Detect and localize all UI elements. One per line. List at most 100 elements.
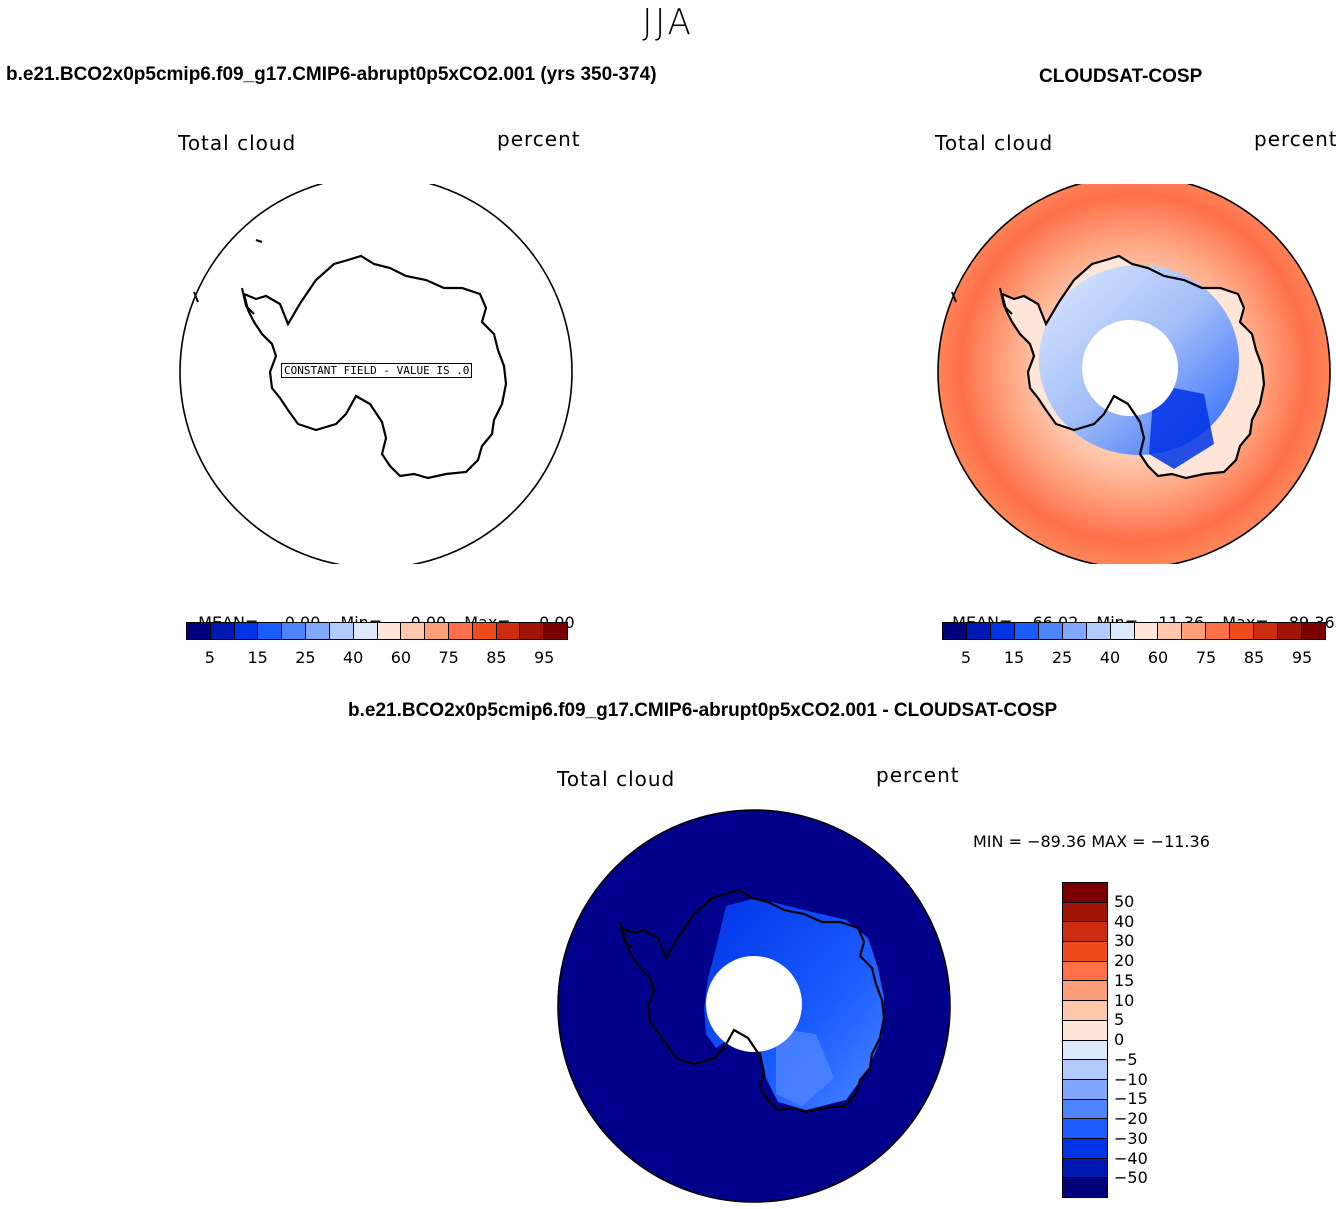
diff-units-label: percent (876, 763, 960, 787)
left-colorbar-swatch-5 (306, 623, 330, 639)
right-colorbar-tick-label: 75 (1195, 648, 1217, 667)
right-colorbar-tick-label: 15 (1003, 648, 1025, 667)
right-colorbar-ticks: 5 15 25 40 60 75 85 95 (942, 648, 1326, 670)
diff-colorbar-tick-label: −20 (1114, 1109, 1148, 1128)
right-variable-label: Total cloud (935, 131, 1054, 155)
diff-colorbar-swatch-1 (1063, 902, 1107, 923)
diff-colorbar-swatch-6 (1063, 1001, 1107, 1021)
left-colorbar-swatch-3 (258, 623, 283, 639)
right-case-title: CLOUDSAT-COSP (1039, 66, 1203, 87)
left-colorbar-tick-label: 85 (486, 648, 507, 667)
right-colorbar-swatch-1 (966, 623, 991, 639)
diff-colorbar-swatch-10 (1063, 1079, 1107, 1100)
left-colorbar-swatch-7 (353, 623, 378, 639)
left-colorbar-tick-label: 40 (342, 648, 364, 667)
right-colorbar-swatch-10 (1182, 623, 1207, 639)
left-colorbar-swatch-15 (544, 623, 567, 639)
diff-colorbar-tick-label: 50 (1114, 891, 1135, 911)
left-colorbar-swatch-12 (472, 623, 497, 639)
diff-colorbar-ticks: 50 40 30 20 15 10 5 0 −5 −10 −15 −20 −30 −40 −50 (1114, 882, 1174, 1198)
diff-colorbar-tick-label: 5 (1114, 1010, 1125, 1030)
left-colorbar-swatch-13 (496, 623, 521, 639)
diff-colorbar-tick-label: −30 (1114, 1128, 1148, 1148)
left-colorbar-swatch-9 (401, 623, 426, 639)
right-colorbar-swatch-7 (1110, 623, 1135, 639)
diff-colorbar-tick-label: 15 (1114, 970, 1135, 990)
diff-case-title: b.e21.BCO2x0p5cmip6.f09_g17.CMIP6-abrupt… (348, 700, 1058, 721)
diff-colorbar-tick-label: 10 (1114, 990, 1135, 1010)
right-colorbar-swatch-2 (990, 623, 1015, 639)
left-colorbar-tick-label: 95 (533, 648, 555, 667)
diff-colorbar-tick-label: 30 (1114, 931, 1135, 951)
left-case-title: b.e21.BCO2x0p5cmip6.f09_g17.CMIP6-abrupt… (6, 64, 657, 85)
right-colorbar-tick-label: 60 (1147, 648, 1169, 667)
right-colorbar-swatch-15 (1302, 623, 1325, 639)
left-colorbar-swatch-8 (377, 623, 402, 639)
right-units-label: percent (1254, 127, 1336, 151)
diff-colorbar (1062, 882, 1108, 1198)
left-colorbar-tick-label: 60 (390, 648, 412, 667)
left-colorbar-swatch-0 (187, 623, 211, 639)
diff-polar-map (557, 809, 951, 1203)
diff-colorbar-swatch-0 (1063, 883, 1107, 903)
right-colorbar-swatch-14 (1278, 623, 1303, 639)
diff-antarctica-outline (620, 888, 886, 1114)
right-colorbar-tick-label: 40 (1099, 648, 1121, 667)
right-antarctica-outline (1000, 254, 1266, 480)
diff-colorbar-tick-label: −10 (1114, 1069, 1148, 1089)
season-title: JJA (642, 2, 694, 43)
diff-colorbar-swatch-15 (1063, 1178, 1107, 1197)
right-colorbar-swatch-9 (1158, 623, 1183, 639)
left-colorbar-swatch-4 (282, 623, 307, 639)
left-colorbar-tick-label: 25 (295, 648, 316, 667)
right-colorbar-swatch-5 (1062, 623, 1087, 639)
diff-minmax: MIN = −89.36 MAX = −11.36 (973, 832, 1210, 851)
left-colorbar-swatch-6 (329, 623, 354, 639)
right-colorbar-swatch-8 (1134, 623, 1159, 639)
diff-colorbar-swatch-8 (1063, 1040, 1107, 1061)
diff-colorbar-swatch-3 (1063, 942, 1107, 962)
right-colorbar-tick-label: 25 (1051, 648, 1073, 667)
diff-colorbar-tick-label: −40 (1114, 1148, 1148, 1168)
diff-colorbar-tick-label: −5 (1114, 1049, 1138, 1069)
right-colorbar-swatch-0 (943, 623, 967, 639)
left-antarctica-outline (242, 254, 508, 480)
diff-colorbar-swatch-7 (1063, 1020, 1107, 1041)
right-colorbar-tick-label: 85 (1243, 648, 1265, 667)
diff-colorbar-swatch-4 (1063, 961, 1107, 982)
diff-colorbar-tick-label: 0 (1114, 1030, 1125, 1049)
diff-variable-label: Total cloud (557, 767, 676, 791)
diff-colorbar-swatch-13 (1063, 1138, 1107, 1159)
right-colorbar-swatch-6 (1086, 623, 1111, 639)
right-colorbar-swatch-12 (1230, 623, 1255, 639)
left-colorbar-swatch-10 (425, 623, 449, 639)
diff-colorbar-swatch-5 (1063, 981, 1107, 1002)
left-colorbar-swatch-2 (234, 623, 259, 639)
left-colorbar (186, 622, 568, 640)
right-colorbar-tick-label: 95 (1291, 648, 1313, 667)
right-colorbar-swatch-11 (1206, 623, 1231, 639)
diff-colorbar-swatch-14 (1063, 1158, 1107, 1179)
right-colorbar-tick-label: 5 (960, 648, 972, 667)
left-colorbar-swatch-11 (448, 623, 473, 639)
left-colorbar-swatch-14 (520, 623, 545, 639)
right-polar-map (937, 184, 1331, 564)
diff-colorbar-tick-label: 20 (1114, 951, 1135, 970)
diff-colorbar-tick-label: 40 (1114, 911, 1135, 931)
diff-colorbar-tick-label: −15 (1114, 1089, 1148, 1109)
left-colorbar-swatch-1 (210, 623, 235, 639)
right-colorbar (942, 622, 1326, 640)
left-colorbar-tick-label: 15 (247, 648, 268, 667)
left-colorbar-tick-label: 5 (204, 648, 215, 667)
diff-colorbar-swatch-9 (1063, 1060, 1107, 1080)
diff-colorbar-swatch-2 (1063, 922, 1107, 943)
left-units-label: percent (497, 127, 581, 151)
diff-colorbar-swatch-11 (1063, 1099, 1107, 1120)
right-colorbar-swatch-4 (1038, 623, 1063, 639)
left-colorbar-tick-label: 75 (438, 648, 459, 667)
right-colorbar-swatch-3 (1014, 623, 1039, 639)
right-colorbar-swatch-13 (1254, 623, 1279, 639)
constant-field-note: CONSTANT FIELD - VALUE IS .0 (281, 363, 473, 378)
left-variable-label: Total cloud (178, 131, 297, 155)
diff-colorbar-swatch-12 (1063, 1119, 1107, 1139)
